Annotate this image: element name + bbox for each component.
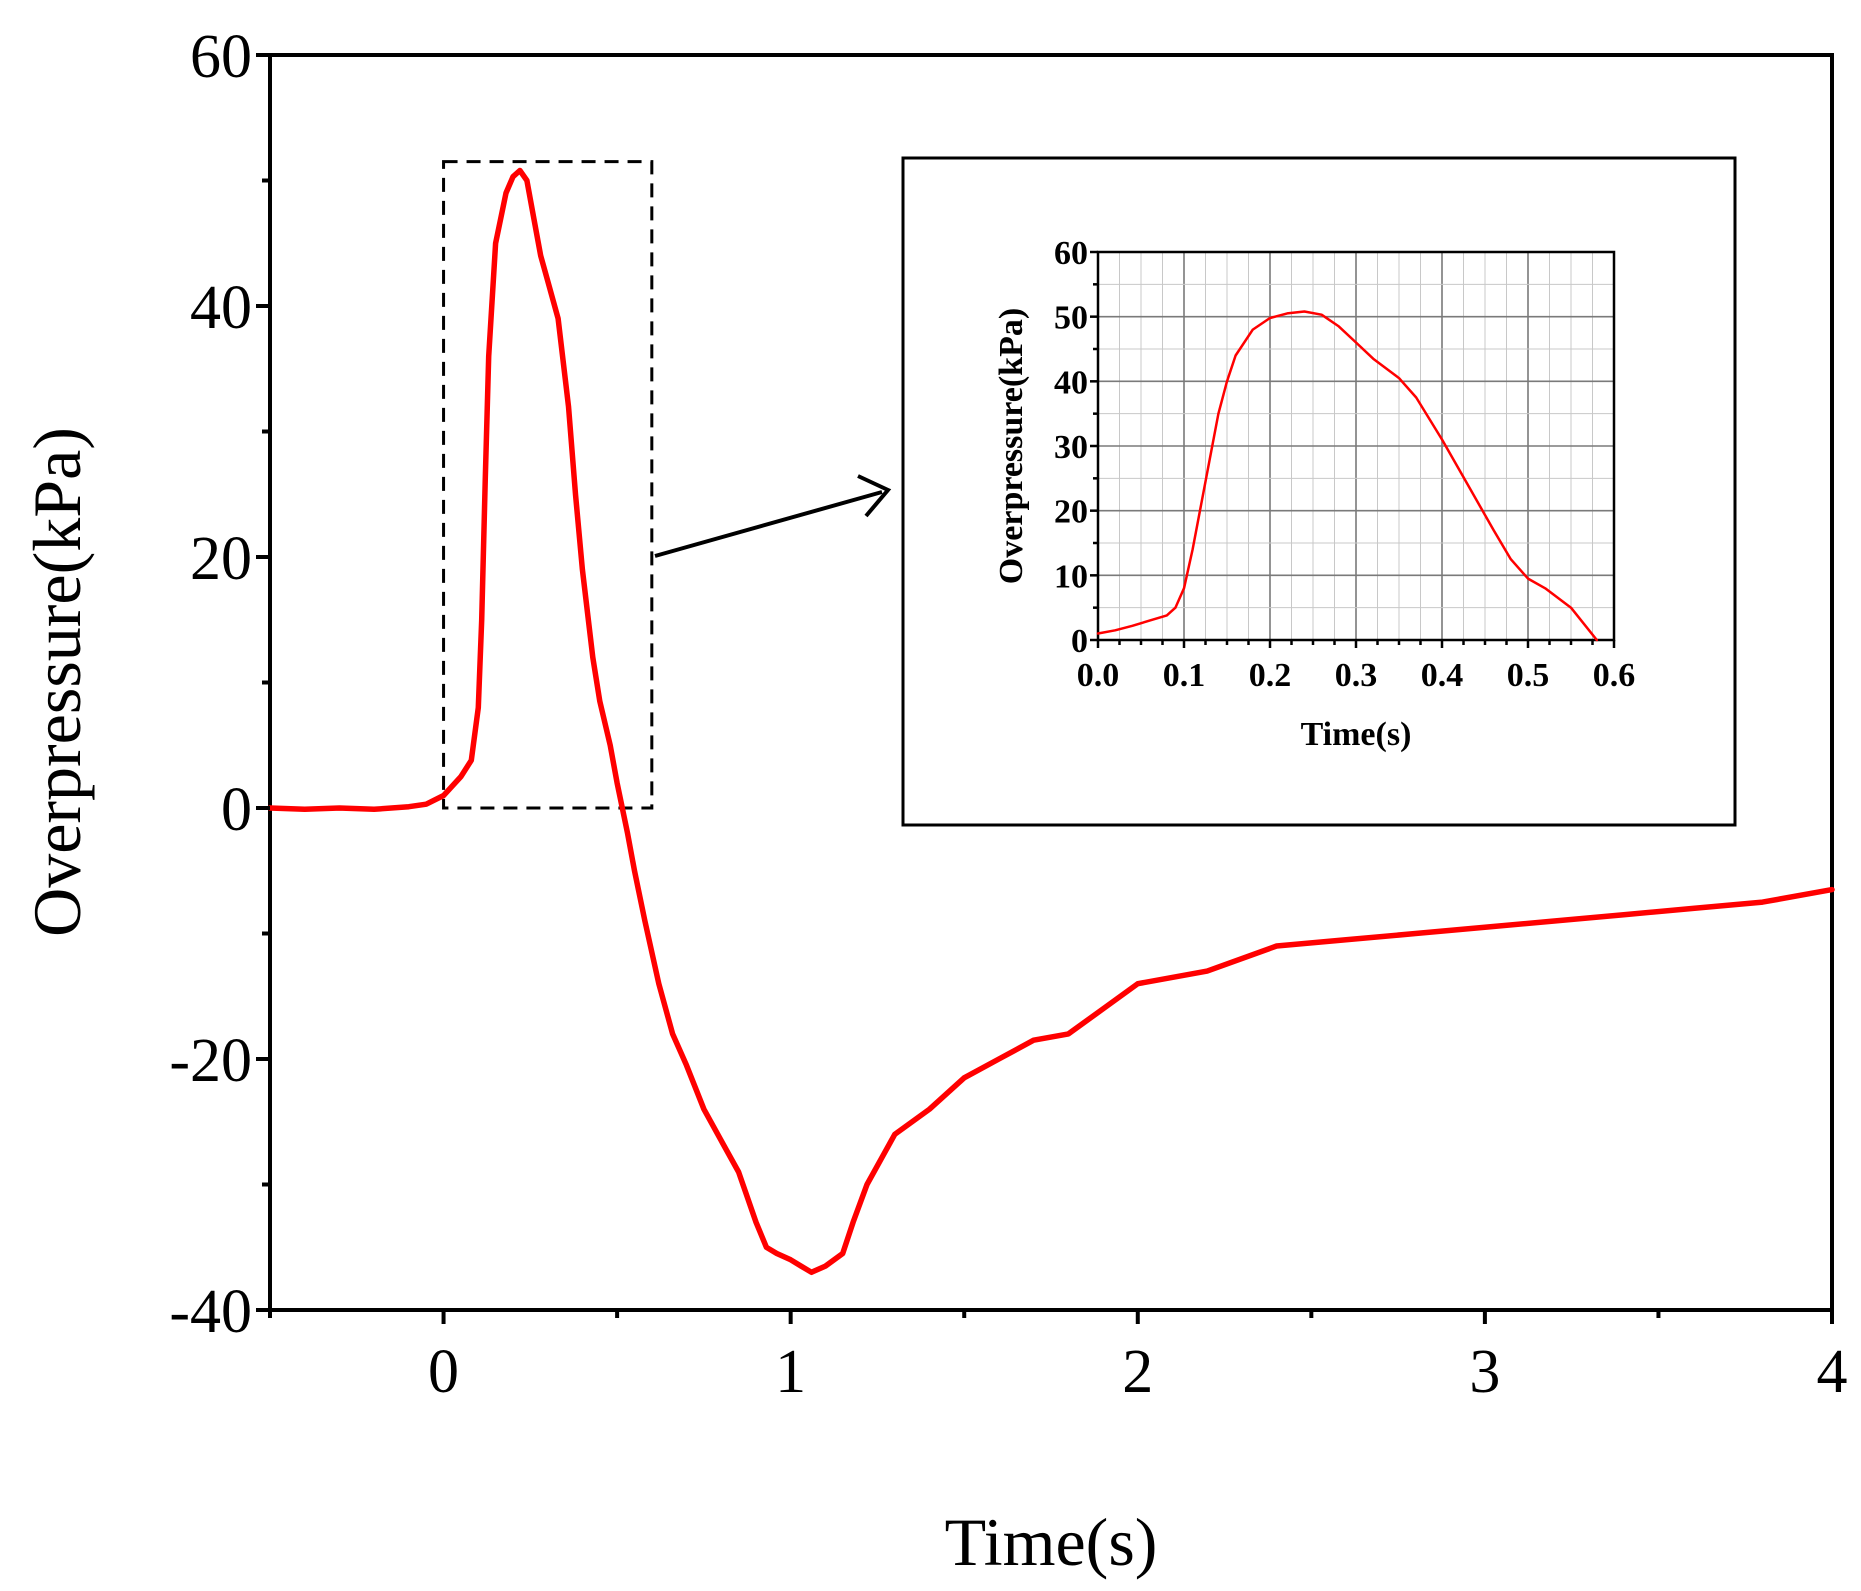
zoom-highlight-box [442,160,654,810]
y-tick-label: 20 [190,525,252,593]
main-y-ticks: -40 -20 0 20 40 60 [169,23,270,1346]
y-tick-label: 60 [190,23,252,91]
callout-arrow-head [857,474,892,518]
x-tick-label: 1 [775,1338,806,1406]
inset-outer-frame [901,156,1737,827]
inset-grid [1097,251,1615,641]
x-tick-label: 0.3 [1335,657,1378,694]
series-line [1096,310,1599,642]
x-tick-label: 0 [428,1338,459,1406]
y-tick-label: 0 [1071,623,1088,660]
callout-arrow [654,474,892,558]
series-line [267,167,1835,1276]
x-tick-label: 0.6 [1593,657,1636,694]
inset-x-axis-title: Time(s) [1301,716,1412,753]
x-tick-label: 0.1 [1163,657,1206,694]
x-tick-label: 4 [1817,1338,1848,1406]
main-x-axis-title: Time(s) [945,1504,1158,1580]
zoom-highlight-rect [442,160,654,810]
main-y-axis-title: Overpressure(kPa) [19,427,95,937]
x-tick-label: 2 [1122,1338,1153,1406]
y-tick-label: 40 [190,274,252,342]
y-tick-label: 10 [1054,558,1088,595]
y-tick-label: 50 [1054,300,1088,337]
y-tick-label: 40 [1054,364,1088,401]
y-tick-label: 60 [1054,235,1088,272]
y-tick-label: -40 [169,1278,252,1346]
x-tick-label: 0.0 [1077,657,1120,694]
inset-x-ticks: 0.0 0.1 0.2 0.3 0.4 0.5 0.6 [1077,640,1636,694]
x-tick-label: 0.2 [1249,657,1292,694]
y-tick-label: -20 [169,1027,252,1095]
x-tick-label: 3 [1469,1338,1500,1406]
main-x-ticks: 0 1 2 3 4 [268,1310,1848,1406]
inset-panel: 0.0 0.1 0.2 0.3 0.4 0.5 0.6 0 10 20 30 40 50 60 Time… [901,156,1737,827]
x-tick-label: 0.4 [1421,657,1464,694]
y-tick-label: 20 [1054,494,1088,531]
inset-series-line [1096,310,1599,642]
inset-y-axis-title: Overpressure(kPa) [993,308,1030,584]
y-tick-label: 30 [1054,429,1088,466]
inset-y-ticks: 0 10 20 30 40 50 60 [1054,235,1098,660]
callout-arrow-line [654,490,883,558]
y-tick-label: 0 [221,776,252,844]
main-plot: 0 1 2 3 4 -40 -20 0 20 40 60 Time(s) Overpressure… [19,23,1848,1580]
main-series-line [267,167,1835,1276]
x-tick-label: 0.5 [1507,657,1550,694]
